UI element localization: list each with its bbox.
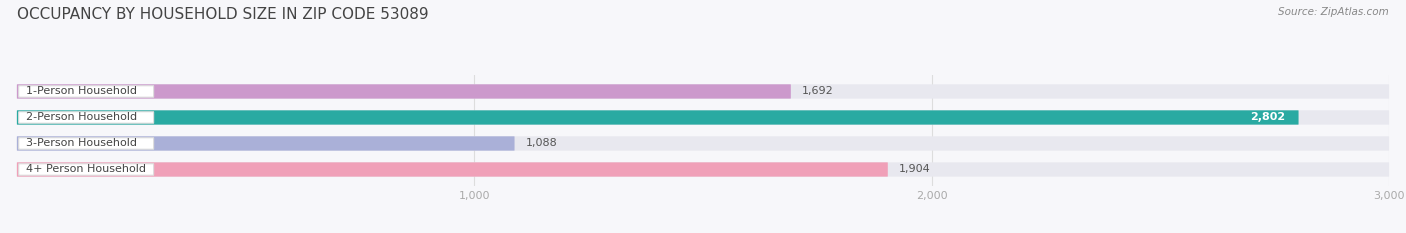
FancyBboxPatch shape	[17, 136, 1389, 151]
Text: Source: ZipAtlas.com: Source: ZipAtlas.com	[1278, 7, 1389, 17]
FancyBboxPatch shape	[18, 112, 153, 123]
FancyBboxPatch shape	[18, 164, 153, 175]
FancyBboxPatch shape	[17, 110, 1389, 125]
FancyBboxPatch shape	[17, 84, 1389, 99]
Text: 1-Person Household: 1-Person Household	[27, 86, 136, 96]
FancyBboxPatch shape	[17, 84, 790, 99]
Text: OCCUPANCY BY HOUSEHOLD SIZE IN ZIP CODE 53089: OCCUPANCY BY HOUSEHOLD SIZE IN ZIP CODE …	[17, 7, 429, 22]
Text: 1,904: 1,904	[900, 164, 931, 175]
Text: 2,802: 2,802	[1250, 113, 1285, 123]
Text: 1,692: 1,692	[803, 86, 834, 96]
Text: 2-Person Household: 2-Person Household	[27, 113, 138, 123]
FancyBboxPatch shape	[18, 86, 153, 97]
FancyBboxPatch shape	[17, 136, 515, 151]
FancyBboxPatch shape	[18, 138, 153, 149]
Text: 3-Person Household: 3-Person Household	[27, 138, 136, 148]
FancyBboxPatch shape	[17, 110, 1299, 125]
FancyBboxPatch shape	[17, 162, 887, 177]
FancyBboxPatch shape	[17, 162, 1389, 177]
Text: 1,088: 1,088	[526, 138, 558, 148]
Text: 4+ Person Household: 4+ Person Household	[27, 164, 146, 175]
